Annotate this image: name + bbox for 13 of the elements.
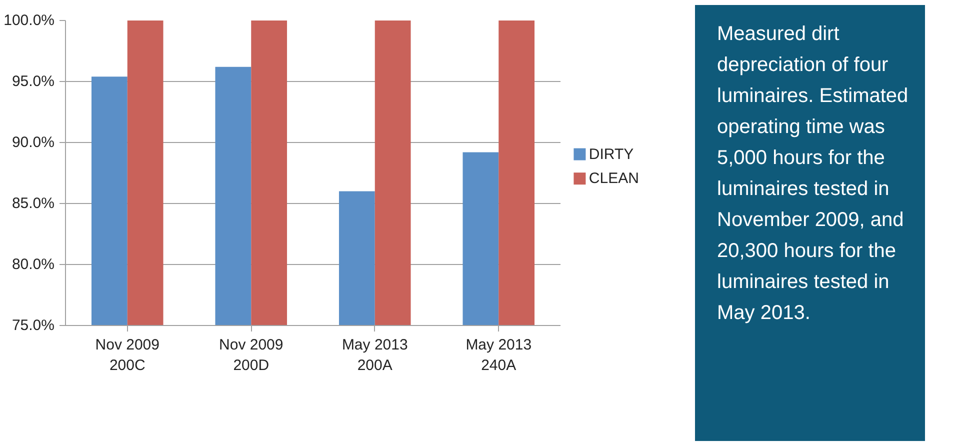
y-tick-label: 95.0% <box>12 73 55 90</box>
legend-label: DIRTY <box>588 146 634 163</box>
y-tick-label: 80.0% <box>12 256 55 273</box>
legend-label: CLEAN <box>588 170 639 188</box>
y-tick-label: 75.0% <box>12 317 55 334</box>
y-tick-label: 100.0% <box>4 12 54 29</box>
text: Measured dirt depreciation of four luminaires. Estimated operating time was 5,000 hours for the luminaires tested in November 2009, and 20,300 hours for the luminaires tested in May 2013. <box>717 23 908 324</box>
y-tick-label: 90.0% <box>12 134 55 151</box>
x-tick-label: Nov 2009 200C <box>95 336 160 374</box>
y-tick-label: 85.0% <box>12 195 55 212</box>
x-tick-label: May 2013 200A <box>342 336 408 374</box>
x-tick-label: Nov 2009 200D <box>219 336 284 374</box>
x-tick-label: May 2013 240A <box>466 336 532 374</box>
